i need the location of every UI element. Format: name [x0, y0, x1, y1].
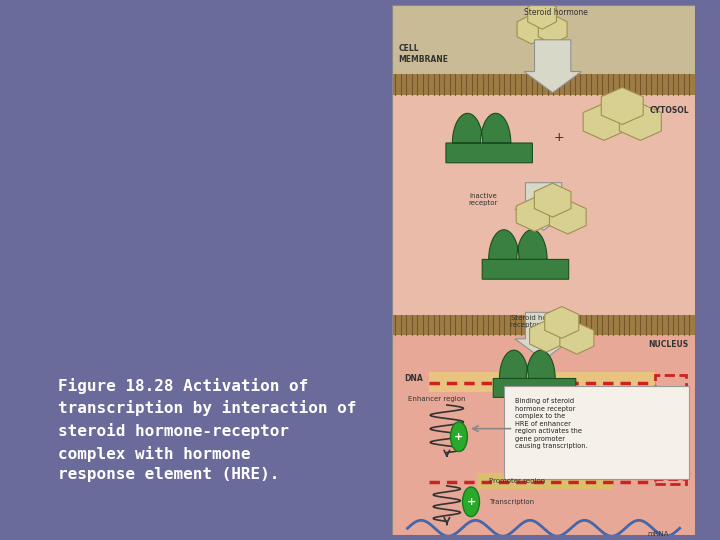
Text: mRNA: mRNA — [648, 531, 670, 537]
Polygon shape — [619, 103, 661, 140]
Polygon shape — [560, 322, 594, 354]
Polygon shape — [530, 320, 564, 352]
Polygon shape — [534, 183, 571, 217]
Polygon shape — [528, 0, 557, 29]
Polygon shape — [482, 230, 569, 279]
Polygon shape — [524, 40, 582, 93]
Bar — [392, 96, 695, 315]
Polygon shape — [601, 87, 643, 124]
Text: NUCLEUS: NUCLEUS — [649, 340, 689, 349]
Text: Promoter region: Promoter region — [489, 478, 546, 484]
Text: +: + — [454, 431, 464, 442]
Text: +: + — [467, 497, 476, 507]
Text: CYTOSOL: CYTOSOL — [649, 106, 689, 115]
Bar — [392, 74, 695, 96]
Text: Inactive
receptor: Inactive receptor — [469, 193, 498, 206]
Bar — [392, 335, 695, 535]
FancyBboxPatch shape — [504, 387, 689, 479]
Circle shape — [462, 487, 480, 517]
Bar — [477, 473, 613, 490]
Bar — [392, 5, 695, 74]
Polygon shape — [539, 15, 567, 44]
Polygon shape — [516, 198, 553, 231]
Bar — [392, 315, 695, 335]
Polygon shape — [446, 113, 532, 163]
Polygon shape — [493, 350, 576, 397]
Text: Figure 18.28 Activation of
transcription by interaction of
steroid hormone-recep: Figure 18.28 Activation of transcription… — [58, 378, 356, 483]
Text: Enhancer region: Enhancer region — [408, 396, 465, 402]
Text: Steroid hormone
receptor complex: Steroid hormone receptor complex — [510, 315, 571, 328]
Bar — [655, 479, 685, 484]
Polygon shape — [549, 200, 586, 234]
Polygon shape — [517, 15, 546, 44]
Text: CELL
MEMBRANE: CELL MEMBRANE — [398, 44, 449, 64]
Bar — [655, 375, 685, 465]
Circle shape — [451, 422, 467, 451]
Polygon shape — [515, 312, 572, 360]
Polygon shape — [583, 103, 625, 140]
Text: +: + — [554, 131, 564, 144]
Text: Transcription: Transcription — [489, 499, 534, 505]
Bar — [428, 372, 655, 392]
Polygon shape — [545, 307, 579, 338]
Text: DNA: DNA — [405, 374, 423, 383]
Text: Binding of steroid
hormone receptor
complex to the
HRE of enhancer
region activa: Binding of steroid hormone receptor comp… — [515, 398, 588, 449]
Polygon shape — [515, 183, 572, 230]
Text: Steroid hormone: Steroid hormone — [523, 8, 588, 17]
